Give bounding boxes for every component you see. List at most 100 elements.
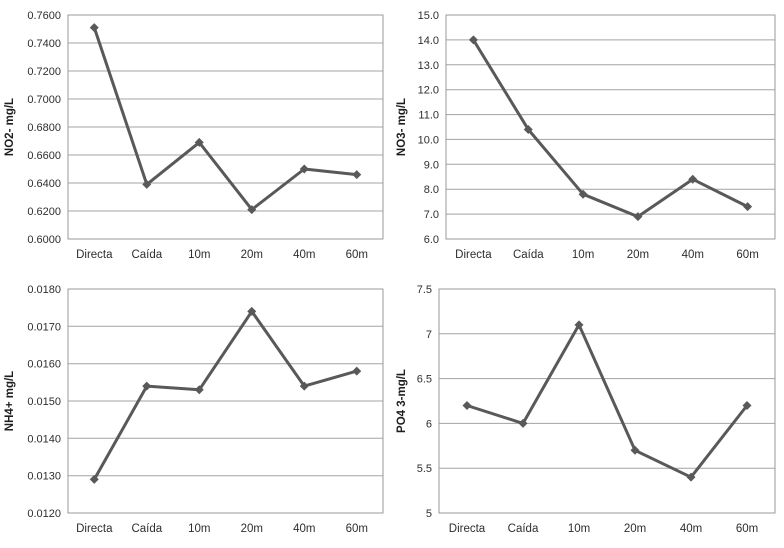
x-category-label: 40m xyxy=(682,249,704,261)
series-line xyxy=(471,38,750,219)
x-category-label: Directa xyxy=(449,523,486,535)
data-point-marker xyxy=(523,124,533,134)
x-category-label: 60m xyxy=(346,523,368,535)
x-category-label: 60m xyxy=(346,249,368,261)
y-tick-label: 5 xyxy=(426,508,432,520)
y-tick-label: 7.5 xyxy=(417,284,432,296)
y-tick-label: 0.0150 xyxy=(27,396,61,408)
data-point-marker xyxy=(142,381,152,391)
x-category-label: 20m xyxy=(624,523,646,535)
data-point-marker xyxy=(578,189,588,199)
y-tick-label: 0.7000 xyxy=(27,94,61,106)
data-point-marker xyxy=(89,474,99,484)
plot-border xyxy=(67,14,384,240)
data-point-marker xyxy=(462,400,472,410)
y-tick-label: 13.0 xyxy=(418,60,439,72)
x-category-label: 40m xyxy=(680,523,702,535)
data-point-marker xyxy=(742,400,752,410)
x-category-label: 20m xyxy=(241,249,263,261)
y-tick-label: 6 xyxy=(426,418,432,430)
y-tick-label: 6.0 xyxy=(424,234,439,246)
data-point-marker xyxy=(743,202,753,212)
series-line xyxy=(92,26,359,212)
x-category-label: 60m xyxy=(736,249,758,261)
x-category-label: Caída xyxy=(508,523,539,535)
data-point-marker xyxy=(89,23,99,33)
data-point-marker xyxy=(299,381,309,391)
y-tick-label: 0.6800 xyxy=(27,122,61,134)
x-category-label: 60m xyxy=(736,523,758,535)
y-tick-label: 0.0170 xyxy=(27,321,61,333)
y-tick-label: 14.0 xyxy=(418,35,439,47)
x-category-label: 10m xyxy=(188,523,210,535)
y-tick-label: 8.0 xyxy=(424,184,439,196)
data-point-marker xyxy=(247,205,257,215)
y-tick-label: 15.0 xyxy=(418,10,439,22)
y-tick-label: 12.0 xyxy=(418,85,439,97)
data-point-marker xyxy=(686,472,696,482)
data-point-marker xyxy=(352,170,362,180)
series-line xyxy=(465,323,749,479)
data-point-marker xyxy=(299,164,309,174)
chart-panel-nh4: 0.0120 0.0130 0.0140 0.0150 0.0160 0.0170 0.01… xyxy=(0,274,392,548)
x-category-label: Caída xyxy=(131,249,162,261)
y-axis-title: NO3- mg/L xyxy=(396,98,408,156)
x-category-label: Directa xyxy=(76,523,113,535)
no2-line-chart: 0.6000 0.6200 0.6400 0.6600 0.6800 0.7000 0.72… xyxy=(4,10,384,261)
series-line xyxy=(92,309,359,481)
no3-line-chart: 6.0 7.0 8.0 9.0 10.0 11.0 12.0 13.0 14.0 15.0 Dire… xyxy=(396,10,776,261)
y-tick-label: 0.7400 xyxy=(27,38,61,50)
y-tick-label: 0.6200 xyxy=(27,206,61,218)
x-category-label: Caída xyxy=(513,249,544,261)
nh4-line-chart: 0.0120 0.0130 0.0140 0.0150 0.0160 0.0170 0.01… xyxy=(4,284,384,535)
y-tick-label: 11.0 xyxy=(418,110,439,122)
x-category-label: 20m xyxy=(241,523,263,535)
y-tick-label: 0.0160 xyxy=(27,359,61,371)
data-point-marker xyxy=(633,212,643,222)
y-tick-label: 0.6600 xyxy=(27,150,61,162)
data-point-marker xyxy=(194,385,204,395)
y-tick-label: 0.0130 xyxy=(27,471,61,483)
x-category-label: Caída xyxy=(131,523,162,535)
y-tick-label: 9.0 xyxy=(424,159,439,171)
plot-border xyxy=(67,288,384,514)
data-point-marker xyxy=(518,418,528,428)
x-category-label: 40m xyxy=(293,523,315,535)
x-category-label: Directa xyxy=(76,249,113,261)
y-axis-title: NO2- mg/L xyxy=(4,98,16,156)
data-point-marker xyxy=(630,445,640,455)
data-point-marker xyxy=(247,306,257,316)
chart-panel-po4: 5 5.5 6 6.5 7 7.5 Directa Caída 10m 20m 40m 60m PO4 … xyxy=(392,274,784,548)
plot-border xyxy=(438,288,776,514)
x-category-label: 10m xyxy=(188,249,210,261)
y-tick-label: 7 xyxy=(426,329,432,341)
y-axis-title: PO4 3-mg/L xyxy=(396,369,408,433)
y-tick-label: 0.6000 xyxy=(27,234,61,246)
y-tick-label: 0.0180 xyxy=(27,284,61,296)
y-tick-label: 0.7200 xyxy=(27,66,61,78)
po4-line-chart: 5 5.5 6 6.5 7 7.5 Directa Caída 10m 20m 40m 60m PO4 … xyxy=(396,284,776,535)
data-point-marker xyxy=(194,137,204,147)
y-tick-label: 0.0120 xyxy=(27,508,61,520)
y-tick-label: 0.6400 xyxy=(27,178,61,190)
data-point-marker xyxy=(688,174,698,184)
chart-panel-no2: 0.6000 0.6200 0.6400 0.6600 0.6800 0.7000 0.72… xyxy=(0,0,392,274)
plot-border xyxy=(445,14,776,240)
y-tick-label: 5.5 xyxy=(417,463,432,475)
x-category-label: 10m xyxy=(568,523,590,535)
x-category-label: 10m xyxy=(572,249,594,261)
x-category-label: 40m xyxy=(293,249,315,261)
x-category-label: Directa xyxy=(455,249,492,261)
chart-panel-no3: 6.0 7.0 8.0 9.0 10.0 11.0 12.0 13.0 14.0 15.0 Dire… xyxy=(392,0,784,274)
data-point-marker xyxy=(468,35,478,45)
data-point-marker xyxy=(574,320,584,330)
y-tick-label: 7.0 xyxy=(424,209,439,221)
y-tick-label: 0.0140 xyxy=(27,433,61,445)
y-tick-label: 0.7600 xyxy=(27,10,61,22)
data-point-marker xyxy=(352,366,362,376)
data-point-marker xyxy=(142,179,152,189)
y-tick-label: 6.5 xyxy=(417,374,432,386)
y-tick-label: 10.0 xyxy=(418,134,439,146)
y-axis-title: NH4+ mg/L xyxy=(4,371,16,431)
